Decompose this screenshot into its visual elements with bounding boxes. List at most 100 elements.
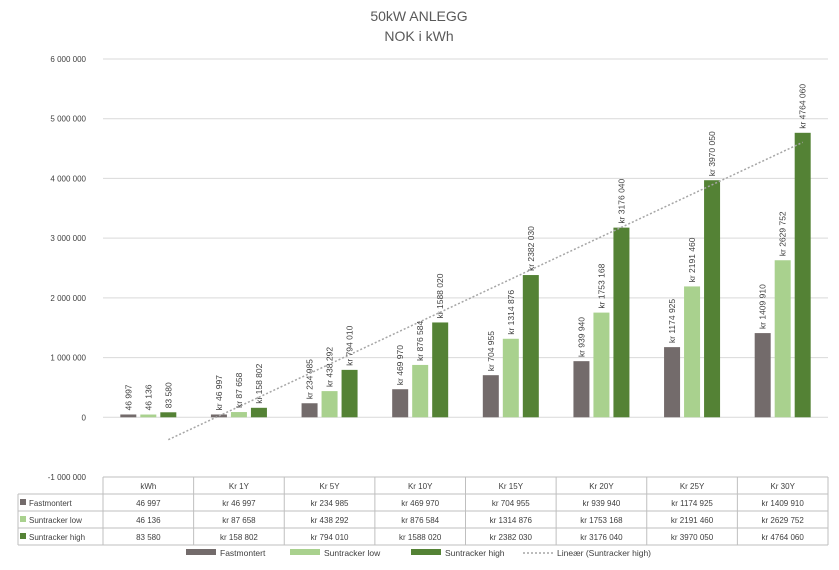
table-header-cell: Kr 25Y [680,482,705,491]
table-cell: kr 1588 020 [399,533,442,542]
data-label: 46 136 [143,384,153,410]
legend-label: Suntracker high [445,548,505,558]
legend-label: Lineær (Suntracker high) [557,548,651,558]
bar [482,375,499,418]
table-cell: kr 939 940 [583,499,621,508]
trendline [167,141,804,441]
y-tick-label: -1 000 000 [48,473,87,482]
data-label: kr 3176 040 [616,178,626,223]
table-cell: kr 158 802 [220,533,258,542]
table-cell: kr 1174 925 [671,499,713,508]
data-label: kr 158 802 [254,363,264,403]
bar [774,260,791,418]
bars [120,132,811,418]
table-cell: kr 2382 030 [490,533,533,542]
data-table: kWh Kr 1Y Kr 5Y Kr 10Y Kr 15Y Kr 20Y Kr 25Y Kr … [17,476,829,546]
table-cell: 46 997 [136,499,161,508]
bar [341,369,358,418]
bar [664,347,681,418]
table-header-cell: Kr 5Y [320,482,341,491]
bar [412,364,429,418]
bar [301,403,318,418]
table-cell: kr 2191 460 [671,516,714,525]
table-cell: kr 4764 060 [762,533,805,542]
y-tick-label: 5 000 000 [50,115,86,124]
chart-title: 50kW ANLEGG [370,8,467,24]
bar [210,414,227,418]
legend-swatch [186,549,216,555]
y-tick-label: 0 [82,413,87,422]
table-cell: kr 704 955 [492,499,530,508]
table-legend-key [20,499,26,505]
data-label: kr 469 970 [395,345,405,385]
data-label: kr 794 010 [345,325,355,365]
bar [522,275,539,418]
legend-swatch [290,549,320,555]
trendline-layer [167,141,804,441]
legend-label: Suntracker low [324,548,381,558]
legend-swatch [411,549,441,555]
data-label: kr 1753 168 [596,263,606,308]
table-header-cell: kWh [140,482,156,491]
data-label: kr 2382 030 [526,226,536,271]
y-tick-label: 1 000 000 [50,354,86,363]
table-header-cell: Kr 30Y [770,482,795,491]
table-series-name: Suntracker low [29,516,82,525]
data-label: kr 2629 752 [778,211,788,256]
table-header-cell: Kr 1Y [229,482,250,491]
data-label: kr 1409 910 [758,284,768,329]
table-cell: kr 3970 050 [671,533,714,542]
table-header-cell: Kr 20Y [589,482,614,491]
table-cell: kr 234 985 [311,499,349,508]
data-label: 46 997 [123,384,133,410]
data-label: kr 438 292 [325,347,335,387]
bar [684,286,701,418]
table-cell: kr 87 658 [222,516,256,525]
table-cell: kr 3176 040 [580,533,623,542]
legend-label: Fastmontert [220,548,266,558]
bar [230,412,247,418]
data-label: kr 1174 925 [667,299,677,344]
y-tick-label: 2 000 000 [50,294,86,303]
y-tick-label: 6 000 000 [50,55,86,64]
table-cell: kr 2629 752 [762,516,805,525]
table-cell: 46 136 [136,516,161,525]
table-cell: kr 469 970 [401,499,439,508]
data-label: kr 4764 060 [798,84,808,129]
bar [704,180,721,418]
data-label: kr 234 985 [305,359,315,399]
data-label: kr 87 658 [234,372,244,408]
y-axis-tick-labels: -1 000 000 0 1 000 000 2 000 000 3 000 000 4 … [48,55,87,482]
bar [160,412,177,418]
bar [593,312,610,418]
bar [250,407,267,418]
data-label: kr 1314 876 [506,290,516,335]
table-cell: 83 580 [136,533,161,542]
table-series-name: Fastmontert [29,499,72,508]
data-label: 83 580 [163,382,173,408]
bar [573,361,590,418]
y-tick-label: 4 000 000 [50,174,86,183]
table-legend-key [20,533,26,539]
table-cell: kr 794 010 [311,533,349,542]
data-label: kr 46 997 [214,375,224,411]
bar [140,414,157,418]
bar [432,322,449,418]
y-tick-label: 3 000 000 [50,234,86,243]
table-cell: kr 876 584 [401,516,439,525]
data-label: kr 3970 050 [707,131,717,176]
chart-subtitle: NOK i kWh [384,28,453,44]
bar [120,414,137,418]
table-legend-key [20,516,26,522]
legend: Fastmontert Suntracker low Suntracker high… [186,548,651,558]
bar [502,338,519,418]
data-label: kr 1588 020 [435,273,445,318]
table-cell: kr 46 997 [222,499,256,508]
bar [613,227,630,418]
table-series-name: Suntracker high [29,533,85,542]
bar [321,391,338,418]
bar [794,132,811,418]
table-cell: kr 1409 910 [762,499,805,508]
data-labels: 46 997 kr 46 997 kr 234 985 kr 469 970 kr 70… [123,84,807,411]
